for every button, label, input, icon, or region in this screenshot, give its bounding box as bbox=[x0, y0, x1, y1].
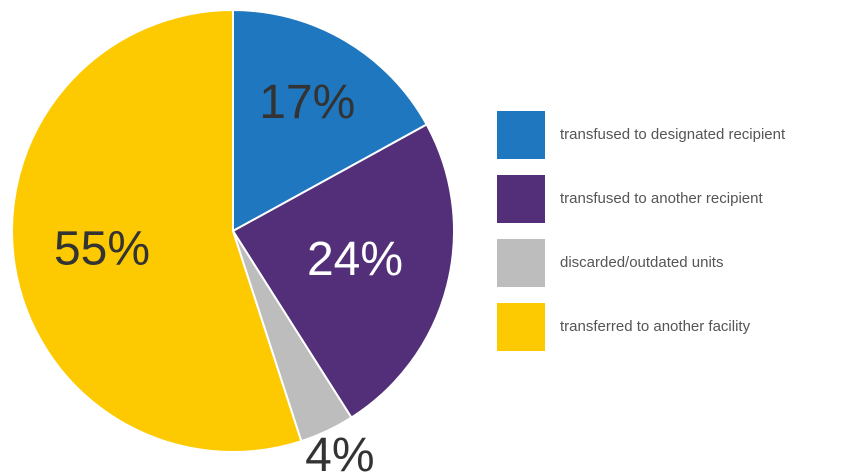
legend-label: transfused to designated recipient bbox=[560, 126, 786, 143]
data-label: 55% bbox=[54, 222, 150, 275]
data-label: 17% bbox=[259, 76, 355, 129]
legend-label: discarded/outdated units bbox=[560, 254, 724, 271]
legend-item: transfused to designated recipient bbox=[497, 111, 847, 159]
legend-label: transferred to another facility bbox=[560, 318, 751, 335]
legend-swatch bbox=[497, 175, 545, 223]
legend: transfused to designated recipient transf… bbox=[497, 111, 847, 367]
legend-item: discarded/outdated units bbox=[497, 239, 847, 287]
legend-swatch bbox=[497, 111, 545, 159]
pie-slice bbox=[232, 8, 429, 233]
legend-item: transferred to another facility bbox=[497, 303, 847, 351]
legend-item: transfused to another recipient bbox=[497, 175, 847, 223]
data-label: 24% bbox=[307, 233, 403, 286]
data-label: 4% bbox=[305, 429, 374, 474]
legend-swatch bbox=[497, 239, 545, 287]
pie-slice bbox=[11, 8, 303, 453]
legend-label: transfused to another recipient bbox=[560, 190, 763, 207]
pie-slice bbox=[231, 123, 455, 419]
legend-swatch bbox=[497, 303, 545, 351]
